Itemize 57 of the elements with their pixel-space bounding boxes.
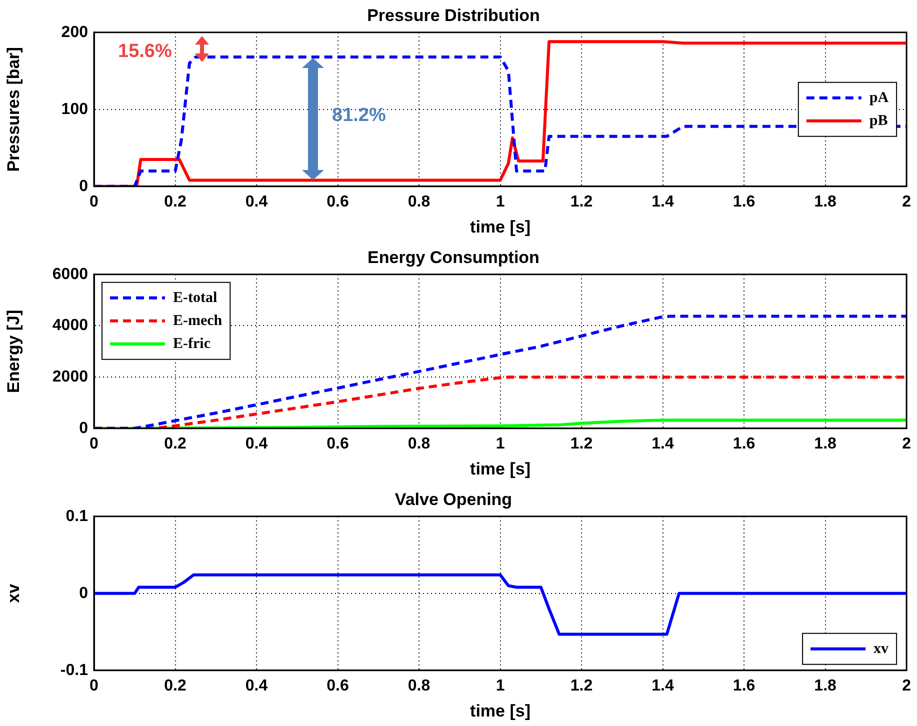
x-tick-label: 1.2 [570, 677, 593, 694]
chart-title: Pressure Distribution [367, 6, 540, 25]
y-tick-label: 0.1 [66, 508, 88, 525]
y-tick-label: 100 [61, 100, 88, 118]
legend-label: E-total [173, 290, 218, 306]
y-axis-title: xv [4, 583, 23, 603]
x-tick-label: 1.2 [570, 193, 593, 210]
chart-title: Energy Consumption [368, 248, 540, 267]
x-tick-label: 1.6 [732, 193, 756, 210]
legend-label: E-fric [173, 336, 211, 352]
x-tick-label: 1.4 [652, 193, 674, 210]
x-tick-label: 0.8 [408, 677, 430, 694]
y-tick-label: 4000 [52, 317, 88, 334]
x-axis-title: time [s] [470, 459, 531, 478]
x-tick-label: 1.4 [652, 435, 674, 452]
x-tick-label: 0.4 [245, 677, 268, 694]
x-tick-label: 1.6 [732, 677, 756, 694]
legend-label: xv [874, 640, 890, 657]
y-tick-label: 0 [79, 420, 88, 437]
x-tick-label: 0.2 [164, 677, 186, 694]
x-tick-label: 0.6 [326, 435, 349, 452]
y-tick-label: 6000 [52, 266, 88, 283]
y-axis-title: Pressures [bar] [4, 47, 23, 172]
legend-label: E-mech [173, 312, 223, 329]
y-tick-label: 0 [79, 584, 88, 602]
x-tick-label: 1.6 [732, 435, 756, 452]
chart-title: Valve Opening [394, 490, 512, 509]
x-tick-label: 2 [902, 435, 912, 452]
x-axis-title: time [s] [470, 217, 531, 236]
y-tick-label: -0.1 [60, 662, 88, 679]
x-tick-label: 0.8 [408, 193, 430, 210]
x-tick-label: 1.2 [570, 435, 593, 452]
annotation: 15.6% [118, 41, 172, 63]
x-tick-label: 0.6 [326, 677, 349, 694]
x-axis-title: time [s] [470, 701, 531, 720]
x-tick-label: 1 [496, 677, 505, 694]
x-tick-label: 1.8 [814, 193, 837, 210]
x-tick-label: 0.2 [164, 193, 186, 210]
x-tick-label: 0.8 [408, 435, 430, 452]
x-tick-label: 0.4 [245, 193, 268, 210]
y-tick-label: 0 [79, 178, 88, 195]
legend-label: pB [869, 112, 888, 129]
x-tick-label: 1.8 [814, 677, 837, 694]
legend-label: pA [869, 90, 889, 106]
x-tick-label: 1.8 [814, 435, 837, 452]
x-tick-label: 0.2 [164, 435, 186, 452]
x-tick-label: 0.4 [245, 435, 268, 452]
x-tick-label: 0.6 [326, 193, 349, 210]
y-axis-title: Energy [J] [4, 310, 23, 393]
x-tick-label: 1 [496, 193, 505, 210]
annotation: 81.2% [332, 105, 386, 127]
x-tick-label: 1.4 [652, 677, 674, 694]
x-tick-label: 2 [902, 193, 912, 210]
x-tick-label: 2 [902, 677, 912, 694]
y-tick-label: 2000 [52, 368, 88, 386]
y-tick-label: 200 [61, 24, 88, 41]
x-tick-label: 1 [496, 435, 505, 452]
